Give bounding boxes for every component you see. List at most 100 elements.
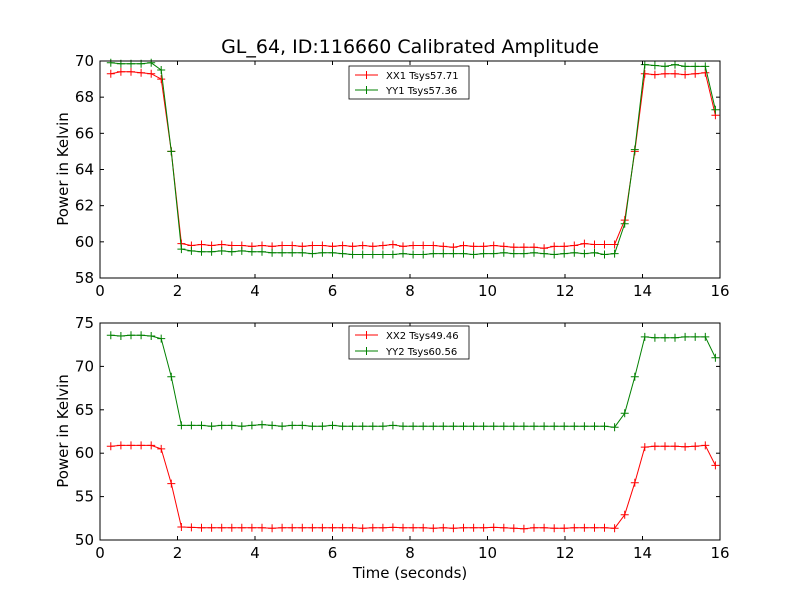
top-series-1-point: [106, 58, 115, 67]
top-series-1-point: [147, 58, 156, 67]
bottom-series-1-point: [530, 422, 538, 431]
top-series-1-point: [177, 245, 186, 254]
top-series-1-point: [590, 248, 599, 257]
bottom-series-1-point: [127, 331, 135, 340]
top-y-tick-label: 66: [75, 124, 94, 142]
bottom-x-tick-label: 8: [405, 544, 415, 562]
bottom-subplot: Power in Kelvin Time (seconds) 0 2 4 6 8 10 12…: [54, 314, 730, 582]
bottom-series-1-point: [338, 422, 347, 431]
top-series-0-point: [419, 241, 428, 250]
bottom-x-tick-label: 4: [250, 544, 260, 562]
bottom-series-1-point: [368, 422, 377, 431]
top-series-1-point: [399, 249, 407, 258]
bottom-series-0-point: [247, 523, 256, 532]
bottom-series-0-point: [530, 523, 538, 532]
bottom-series-1-point: [681, 332, 690, 341]
bottom-series-1-point: [519, 422, 528, 431]
top-series-1-point: [298, 248, 307, 257]
top-series-0-point: [378, 241, 387, 250]
top-series-1-point: [489, 249, 498, 258]
top-x-tick-label: 6: [328, 282, 338, 300]
top-series-0-point: [600, 240, 609, 249]
bottom-series-0-point: [358, 524, 367, 533]
bottom-plot-area: 0 2 4 6 8 10 12 14 16 50 55 60 65 70 75: [75, 314, 730, 562]
top-series-1-point: [358, 250, 367, 259]
bottom-y-tick-label: 55: [75, 488, 94, 506]
bottom-legend-marker-yy2: [362, 347, 371, 355]
bottom-series-1-point: [237, 422, 246, 431]
top-legend: XX1 Tsys57.71 YY1 Tsys57.36: [348, 65, 470, 100]
top-series-1-point: [469, 250, 478, 259]
top-x-tick-label: 16: [710, 282, 729, 300]
bottom-series-0-point: [217, 523, 226, 532]
top-y-tick-label: 64: [75, 161, 94, 179]
bottom-series-1-point: [177, 421, 186, 430]
top-series-0-point: [580, 239, 589, 248]
bottom-series-0-point: [147, 441, 156, 450]
top-x-tick-label: 0: [95, 282, 105, 300]
bottom-series-1-point: [661, 333, 669, 342]
top-series-1-point: [681, 62, 690, 71]
bottom-series-1-point: [560, 422, 569, 431]
bottom-series-0-point: [278, 523, 287, 532]
top-series-1-point: [388, 250, 397, 259]
top-y-tick-label: 62: [75, 197, 94, 215]
bottom-legend-label-yy2: YY2 Tsys60.56: [385, 347, 457, 358]
bottom-series-1-point: [167, 372, 176, 381]
top-series-0-point: [479, 242, 488, 251]
bottom-series-0-point: [671, 442, 679, 451]
bottom-series-0-point: [701, 441, 710, 450]
bottom-series-0-point: [388, 523, 397, 532]
bottom-series-0-point: [509, 524, 518, 533]
bottom-series-0-point: [610, 524, 619, 533]
top-series-1-point: [328, 248, 337, 257]
top-series-1-point: [217, 246, 226, 255]
top-series-0-point: [106, 69, 115, 78]
bottom-series-0-point: [449, 524, 458, 533]
top-series-1-point: [187, 246, 196, 255]
bottom-series-0-point: [368, 523, 377, 532]
bottom-x-tick-label: 6: [328, 544, 338, 562]
top-series-0-point: [459, 241, 468, 250]
top-x-tick-label: 14: [633, 282, 652, 300]
bottom-series-1-point: [409, 422, 418, 431]
bottom-series-0-point: [399, 523, 407, 532]
top-series-0-point: [368, 242, 377, 251]
bottom-series-1-point: [227, 421, 236, 430]
top-series-1-point: [409, 250, 418, 259]
top-y-tick-label: 60: [75, 233, 94, 251]
top-series-1-point: [288, 248, 297, 257]
bottom-series-1-point: [217, 421, 226, 430]
bottom-x-tick-label: 2: [173, 544, 183, 562]
bottom-series-0-point: [116, 441, 125, 450]
top-series-0-point: [560, 242, 569, 251]
top-series-0-point: [348, 242, 357, 251]
top-series-0-point: [116, 67, 125, 76]
bottom-series-1-point: [701, 332, 710, 341]
bottom-series-1-point: [157, 334, 166, 343]
top-legend-label-xx1: XX1 Tsys57.71: [386, 71, 459, 82]
bottom-legend-label-xx2: XX2 Tsys49.46: [386, 331, 459, 342]
top-series-1-point: [499, 248, 508, 257]
top-series-1-point: [318, 248, 327, 257]
top-series-0-point: [399, 242, 407, 251]
top-series-1-point: [530, 248, 538, 257]
bottom-x-tick-label: 10: [478, 544, 497, 562]
top-series-1-point: [560, 249, 569, 258]
top-series-0-point: [137, 68, 146, 77]
chart-title: GL_64, ID:116660 Calibrated Amplitude: [221, 36, 599, 58]
top-series-0-point: [570, 241, 579, 250]
bottom-series-0-point: [348, 523, 357, 532]
bottom-series-1-point: [187, 421, 196, 430]
bottom-x-tick-label: 12: [555, 544, 574, 562]
top-series-1-point: [197, 247, 206, 256]
top-series-1-point: [167, 147, 176, 156]
top-x-tick-label: 8: [405, 282, 415, 300]
top-y-tick-label: 70: [75, 52, 94, 70]
bottom-series-1-point: [671, 333, 679, 342]
top-series-1-point: [308, 249, 317, 258]
top-series-1-point: [419, 250, 428, 259]
bottom-series-1-point: [429, 422, 438, 431]
bottom-series-0-point: [328, 523, 337, 532]
